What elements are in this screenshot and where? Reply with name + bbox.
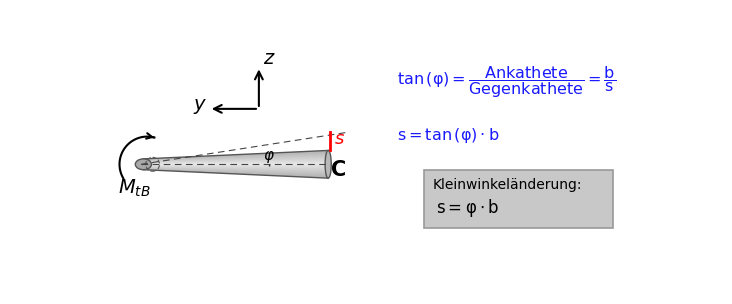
Polygon shape — [143, 168, 328, 175]
Polygon shape — [143, 157, 328, 162]
Polygon shape — [143, 155, 328, 161]
Polygon shape — [143, 164, 328, 166]
Polygon shape — [143, 163, 328, 164]
Polygon shape — [143, 164, 328, 165]
Text: $\mathrm{s=\varphi\cdot b}$: $\mathrm{s=\varphi\cdot b}$ — [436, 197, 499, 219]
Polygon shape — [143, 155, 328, 161]
Polygon shape — [143, 157, 328, 162]
Polygon shape — [143, 165, 328, 167]
Text: $\varphi$: $\varphi$ — [263, 150, 274, 165]
Polygon shape — [143, 160, 328, 163]
Text: $\mathit{s}$: $\mathit{s}$ — [334, 130, 345, 148]
Polygon shape — [143, 153, 328, 160]
Polygon shape — [143, 169, 328, 178]
Ellipse shape — [135, 159, 152, 170]
Polygon shape — [143, 152, 328, 160]
Polygon shape — [143, 166, 328, 169]
Polygon shape — [143, 156, 328, 161]
Text: $\mathrm{s=tan\,(\varphi)\cdot b}$: $\mathrm{s=tan\,(\varphi)\cdot b}$ — [397, 126, 500, 145]
Polygon shape — [143, 166, 328, 168]
Polygon shape — [143, 166, 328, 170]
Polygon shape — [143, 160, 328, 163]
Polygon shape — [143, 159, 328, 162]
Polygon shape — [143, 161, 328, 163]
Polygon shape — [143, 167, 328, 171]
Text: $M_{tB}$: $M_{tB}$ — [118, 178, 151, 199]
Polygon shape — [143, 168, 328, 173]
Polygon shape — [143, 167, 328, 172]
Polygon shape — [143, 161, 328, 164]
Polygon shape — [143, 168, 328, 175]
Ellipse shape — [325, 150, 332, 178]
Polygon shape — [143, 150, 328, 159]
Polygon shape — [143, 151, 328, 160]
Text: $\mathit{z}$: $\mathit{z}$ — [263, 49, 275, 68]
Text: $\mathit{y}$: $\mathit{y}$ — [193, 97, 208, 116]
Polygon shape — [143, 165, 328, 166]
Text: C: C — [332, 161, 346, 181]
FancyBboxPatch shape — [425, 171, 613, 228]
Polygon shape — [143, 167, 328, 171]
Polygon shape — [143, 154, 328, 161]
Polygon shape — [143, 169, 328, 176]
Polygon shape — [143, 167, 328, 173]
Text: $\mathrm{tan\,(\varphi)=\dfrac{Ankathete}{Gegenkathete}=\dfrac{b}{s}}$: $\mathrm{tan\,(\varphi)=\dfrac{Ankathete… — [397, 64, 616, 100]
Polygon shape — [143, 158, 328, 162]
Polygon shape — [143, 169, 328, 178]
Polygon shape — [143, 165, 328, 168]
Text: Kleinwinkeländerung:: Kleinwinkeländerung: — [432, 178, 582, 192]
Polygon shape — [143, 162, 328, 164]
Polygon shape — [143, 169, 328, 177]
Polygon shape — [143, 153, 328, 160]
Polygon shape — [143, 168, 328, 174]
